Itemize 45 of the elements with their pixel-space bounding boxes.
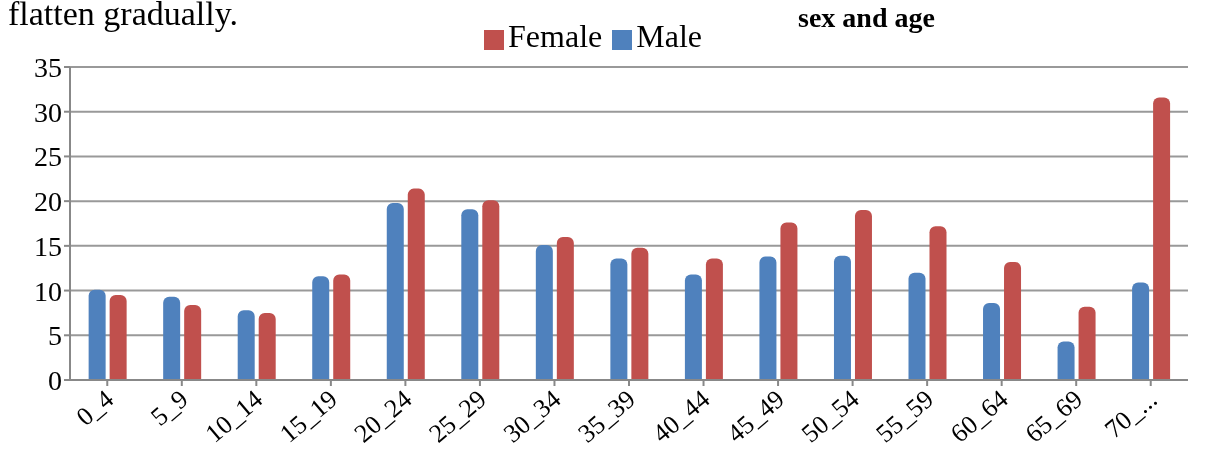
y-tick-label: 25 [34,141,62,173]
y-tick-label: 20 [34,186,62,218]
bar [854,210,872,380]
x-tick-label: 0_4 [70,384,120,432]
bar [684,274,702,380]
legend-label: Male [636,18,702,54]
bar [759,256,777,380]
bar [535,244,553,380]
bar [631,247,649,380]
bar [1132,282,1150,380]
bar [88,289,106,380]
bar [983,303,1001,380]
bar [482,200,500,380]
bar [237,310,255,380]
bar [833,255,851,380]
y-tick-label: 0 [48,364,62,396]
bar [705,258,723,380]
y-tick-label: 15 [34,230,62,262]
bar [407,188,425,380]
bar [908,272,926,380]
y-tick-label: 5 [48,320,62,352]
bar [184,304,202,380]
bar [386,202,404,380]
x-tick-label: 70_... [1099,384,1163,445]
bar [1057,341,1075,380]
y-tick-label: 35 [34,51,62,83]
bar [1004,261,1022,380]
y-tick-label: 30 [34,96,62,128]
bar [258,312,276,380]
bar [780,222,798,380]
bar [556,236,574,380]
bar [929,226,947,380]
bar [461,209,479,380]
bar [610,258,628,380]
bar [1078,306,1096,380]
bar [333,274,351,380]
bar [163,296,181,380]
bar [109,295,127,380]
text: flatten gradually. [8,0,239,34]
bar [1153,97,1171,380]
y-tick-label: 10 [34,275,62,307]
chart-title: sex and age [798,2,935,34]
x-tick-label: 5_9 [145,384,194,432]
bar [312,276,330,380]
legend-label: Female [508,18,603,54]
